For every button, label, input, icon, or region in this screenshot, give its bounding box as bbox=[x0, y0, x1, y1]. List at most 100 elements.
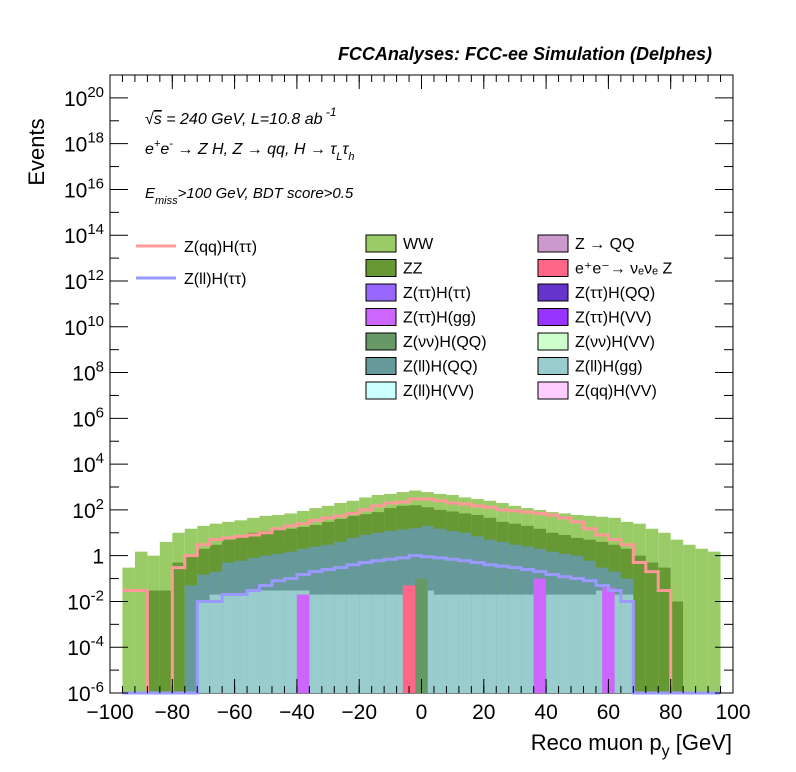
x-tick-label-10: 100 bbox=[715, 701, 750, 724]
annotation-cuts: Emiss>100 GeV, BDT score>0.5 bbox=[145, 185, 354, 207]
bar-zz-43 bbox=[658, 567, 671, 693]
x-tick-label-4: −20 bbox=[341, 701, 377, 724]
bar-ll_gg-17 bbox=[334, 594, 347, 693]
x-tick-label-8: 60 bbox=[597, 701, 620, 724]
x-tick-label-7: 40 bbox=[534, 701, 557, 724]
bar-ww-47 bbox=[708, 551, 721, 693]
y-tick-label-12: 1012 bbox=[64, 267, 104, 294]
header-title: FCCAnalyses: FCC-ee Simulation (Delphes) bbox=[338, 44, 712, 64]
legend-swatch-8 bbox=[365, 332, 397, 351]
legend-label-bg-4: Z(ττ)H(ττ) bbox=[403, 285, 471, 302]
bar-ll_gg-13 bbox=[284, 590, 297, 693]
x-tick-label-5: 0 bbox=[416, 701, 428, 724]
x-axis-title: Reco muon py [GeV] bbox=[531, 730, 732, 760]
bar-zz-44 bbox=[670, 601, 684, 693]
axes: −100 −80 −60 −40 −20 0 20 40 60 80 100 10-6 10-4 10-2… bbox=[64, 75, 751, 724]
x-tick-label-2: −60 bbox=[217, 701, 253, 724]
legend-swatch-13 bbox=[537, 381, 569, 400]
legend: Z(qq)H(ττ) Z(ll)H(ττ) WW Z → QQ ZZ e⁺e⁻→ νₑνₑ… bbox=[136, 234, 672, 400]
y-tick-label--2: 10-2 bbox=[67, 587, 104, 614]
legend-label-bg-5: Z(ττ)H(QQ) bbox=[575, 285, 655, 302]
stack-bars bbox=[122, 490, 721, 693]
y-tick-label-0: 1 bbox=[92, 546, 104, 569]
bar-ll_gg-40 bbox=[620, 594, 634, 693]
legend-swatch-4 bbox=[365, 283, 397, 302]
bar-ll_gg-32 bbox=[521, 594, 534, 693]
y-tick-label-16: 1016 bbox=[64, 175, 104, 202]
legend-swatch-10 bbox=[365, 357, 397, 375]
legend-swatch-5 bbox=[537, 283, 569, 302]
legend-label-bg-1: Z → QQ bbox=[575, 236, 635, 253]
y-tick-label-4: 104 bbox=[72, 450, 104, 477]
x-tick-label-1: −80 bbox=[154, 701, 190, 724]
bar-bg_misc-5 bbox=[184, 585, 198, 693]
bar-ll_gg-10 bbox=[247, 590, 260, 693]
bar-ll_gg-30 bbox=[496, 594, 509, 693]
bar-ll_gg-18 bbox=[346, 594, 360, 693]
legend-label-bg-3: e⁺e⁻→ νₑνₑ Z bbox=[575, 261, 672, 278]
bar-ww-46 bbox=[695, 548, 709, 693]
legend-label-bg-7: Z(ττ)H(VV) bbox=[575, 310, 652, 327]
bar-zz-41 bbox=[633, 555, 646, 693]
bar-ll_gg-29 bbox=[483, 594, 497, 693]
legend-label-bg-8: Z(νν)H(QQ) bbox=[403, 334, 487, 351]
bar-strip-0 bbox=[402, 585, 416, 693]
signal-line-ll-tautau bbox=[122, 554, 721, 695]
bar-zz-2 bbox=[147, 590, 160, 693]
y-tick-label--6: 10-6 bbox=[67, 679, 104, 706]
legend-label-bg-12: Z(ll)H(VV) bbox=[403, 383, 474, 400]
legend-swatch-3 bbox=[537, 259, 569, 277]
y-tick-label-2: 102 bbox=[72, 496, 104, 523]
legend-swatch-11 bbox=[537, 357, 569, 375]
bar-strip-4 bbox=[602, 587, 615, 693]
bar-ll_gg-31 bbox=[508, 594, 522, 693]
bar-ll_gg-34 bbox=[546, 594, 559, 693]
legend-swatch-6 bbox=[365, 308, 397, 326]
legend-swatch-12 bbox=[365, 381, 397, 400]
x-tick-label-3: −40 bbox=[279, 701, 315, 724]
annotation-energy: √s = 240 GeV, L=10.8 ab -1 bbox=[145, 105, 337, 128]
legend-label-bg-10: Z(ll)H(QQ) bbox=[403, 359, 478, 376]
x-tick-label-9: 80 bbox=[659, 701, 682, 724]
bar-zz-3 bbox=[159, 590, 173, 693]
x-tick-label-0: −100 bbox=[86, 701, 133, 724]
legend-label-bg-13: Z(qq)H(VV) bbox=[575, 383, 657, 400]
legend-label-bg-11: Z(ll)H(gg) bbox=[575, 359, 643, 376]
bar-ll_gg-28 bbox=[471, 594, 484, 693]
bar-ll_gg-36 bbox=[571, 594, 584, 693]
y-tick-label-14: 1014 bbox=[64, 221, 104, 248]
bar-ll_gg-7 bbox=[209, 594, 223, 693]
signal-lines bbox=[122, 497, 721, 695]
bar-strip-2 bbox=[296, 594, 310, 693]
bar-ll_gg-9 bbox=[234, 594, 248, 693]
bar-ll_gg-8 bbox=[222, 594, 235, 693]
legend-swatch-1 bbox=[537, 234, 569, 253]
y-tick-label--4: 10-4 bbox=[67, 633, 104, 660]
legend-label-bg-9: Z(νν)H(VV) bbox=[575, 334, 655, 351]
bar-ll_gg-16 bbox=[321, 594, 335, 693]
bar-ll_gg-27 bbox=[458, 594, 472, 693]
bar-zz-4 bbox=[172, 562, 185, 693]
bar-ll_gg-15 bbox=[309, 594, 322, 693]
bar-ll_gg-12 bbox=[271, 590, 285, 693]
legend-label-bg-0: WW bbox=[403, 236, 434, 253]
legend-label-signal-1: Z(ll)H(ττ) bbox=[184, 271, 246, 288]
signal-line-qq-tautau bbox=[122, 497, 721, 695]
legend-swatch-2 bbox=[365, 259, 397, 277]
bar-strip-1 bbox=[415, 578, 428, 693]
legend-label-bg-6: Z(ττ)H(gg) bbox=[403, 310, 476, 327]
bar-ll_gg-26 bbox=[446, 594, 459, 693]
y-axis-title: Events bbox=[24, 118, 49, 185]
x-tick-label-6: 20 bbox=[472, 701, 495, 724]
bar-ll_gg-19 bbox=[359, 594, 372, 693]
bar-ll_gg-11 bbox=[259, 590, 272, 693]
bar-strip-3 bbox=[533, 578, 547, 693]
legend-swatch-0 bbox=[365, 234, 397, 253]
bar-ll_gg-25 bbox=[433, 594, 447, 693]
bar-ll_gg-6 bbox=[197, 601, 210, 693]
y-tick-label-8: 108 bbox=[72, 359, 104, 386]
bar-zz-42 bbox=[645, 562, 659, 693]
legend-label-signal-0: Z(qq)H(ττ) bbox=[184, 239, 257, 256]
bar-ll_gg-35 bbox=[558, 594, 572, 693]
